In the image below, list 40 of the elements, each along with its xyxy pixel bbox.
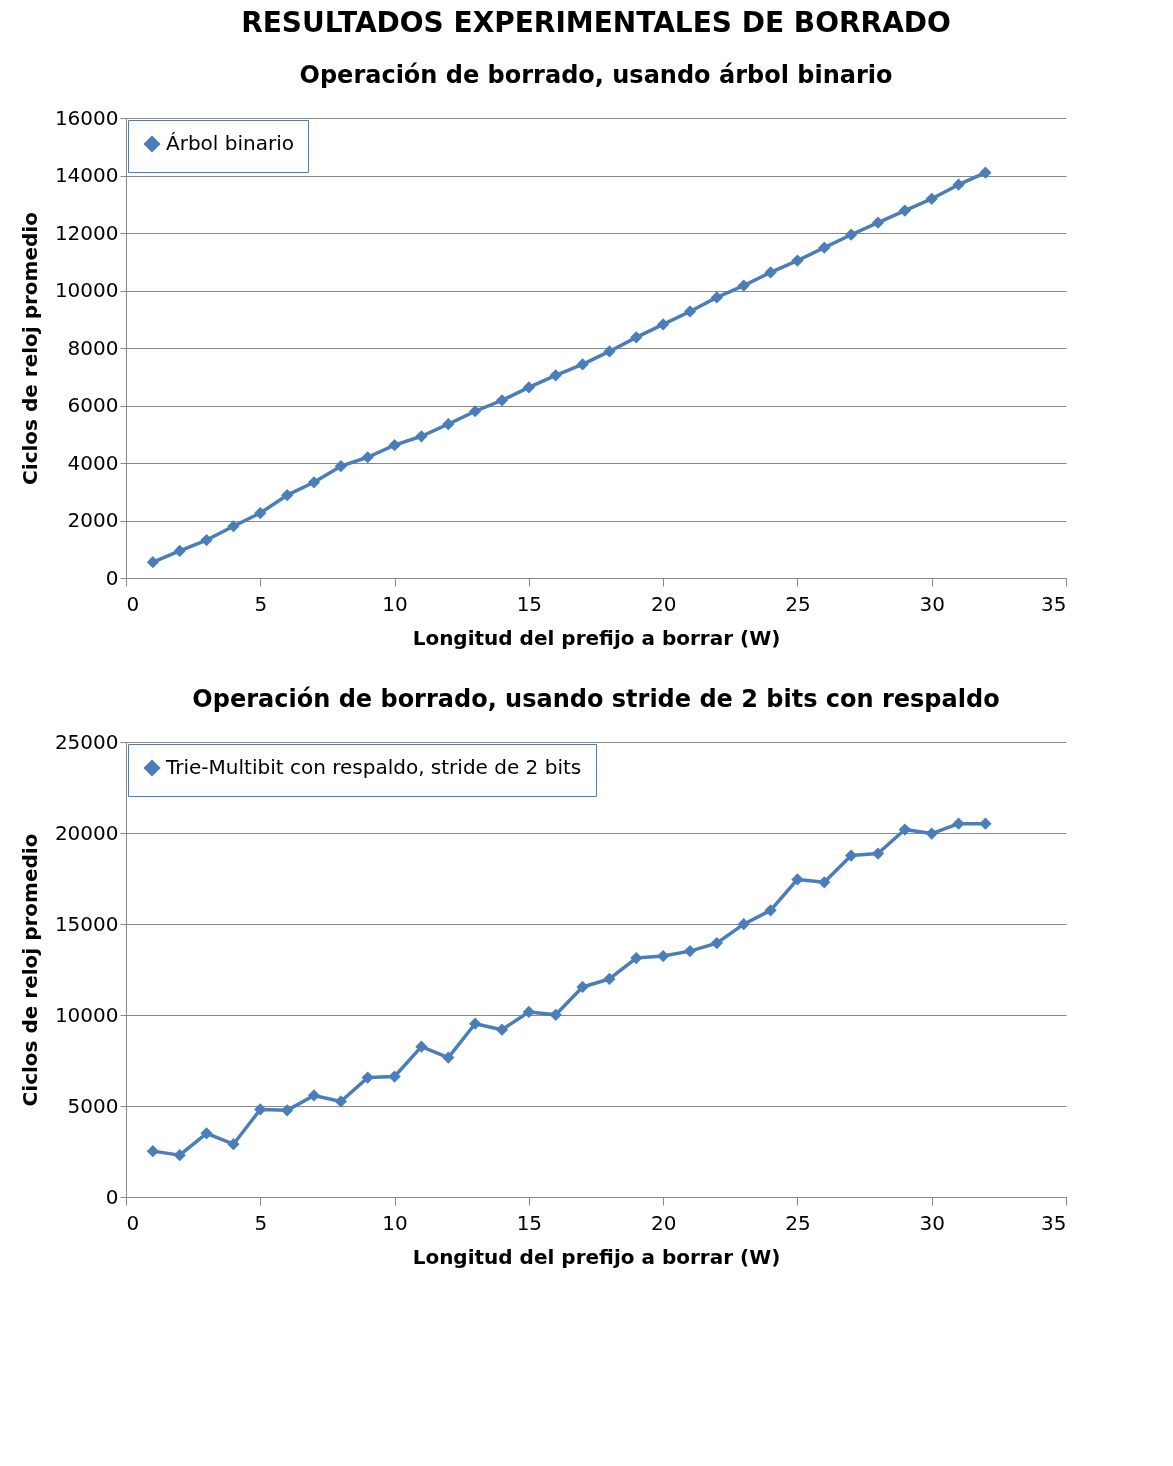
x-tick-label: 10 — [382, 591, 408, 616]
x-tick-label: 15 — [516, 1210, 543, 1235]
y-tick-label: 2000 — [67, 508, 119, 532]
x-tick-label: 15 — [516, 591, 543, 616]
chart-title: RESULTADOS EXPERIMENTALES DE BORRADO — [241, 6, 951, 39]
chart-title: Operación de borrado, usando stride de 2 bits con respaldo — [192, 685, 1000, 713]
x-tick-label: 35 — [1041, 1210, 1067, 1235]
x-axis-title: Longitud del prefijo a borrar (W) — [412, 1244, 781, 1269]
x-tick-label: 30 — [919, 1210, 945, 1235]
x-tick-label: 0 — [126, 1210, 140, 1235]
x-tick-label: 30 — [919, 591, 945, 616]
x-tick-label: 20 — [650, 591, 677, 616]
y-tick-label: 20000 — [54, 820, 119, 845]
x-tick-label: 25 — [785, 591, 811, 616]
y-tick-label: 6000 — [67, 393, 119, 417]
y-tick-label: 16000 — [54, 105, 119, 130]
y-axis-title: Ciclos de reloj promedio — [17, 833, 42, 1107]
x-tick-label: 5 — [254, 591, 268, 616]
x-tick-label: 25 — [785, 1210, 811, 1235]
y-tick-label: 5000 — [67, 1093, 119, 1118]
y-tick-label: 0 — [105, 565, 119, 590]
x-tick-label: 10 — [382, 1210, 408, 1235]
chart-subtitle: Operación de borrado, usando árbol binario — [299, 61, 893, 89]
y-tick-label: 15000 — [54, 911, 119, 936]
y-tick-label: 25000 — [54, 729, 119, 754]
x-tick-label: 0 — [126, 591, 140, 616]
x-tick-label: 20 — [650, 1210, 677, 1235]
y-tick-label: 14000 — [54, 163, 119, 187]
y-axis-title: Ciclos de reloj promedio — [17, 212, 42, 485]
x-tick-label: 5 — [254, 1210, 268, 1235]
x-axis-title: Longitud del prefijo a borrar (W) — [412, 625, 781, 650]
y-tick-label: 0 — [105, 1184, 119, 1209]
y-tick-label: 10000 — [54, 1002, 119, 1027]
y-tick-label: 10000 — [54, 278, 119, 302]
y-tick-label: 12000 — [54, 220, 119, 245]
x-tick-label: 35 — [1041, 591, 1067, 616]
legend-label: Árbol binario — [166, 131, 294, 155]
y-tick-label: 4000 — [67, 450, 119, 475]
legend-label: Trie-Multibit con respaldo, stride de 2 bits — [165, 755, 582, 779]
y-tick-label: 8000 — [67, 335, 119, 360]
